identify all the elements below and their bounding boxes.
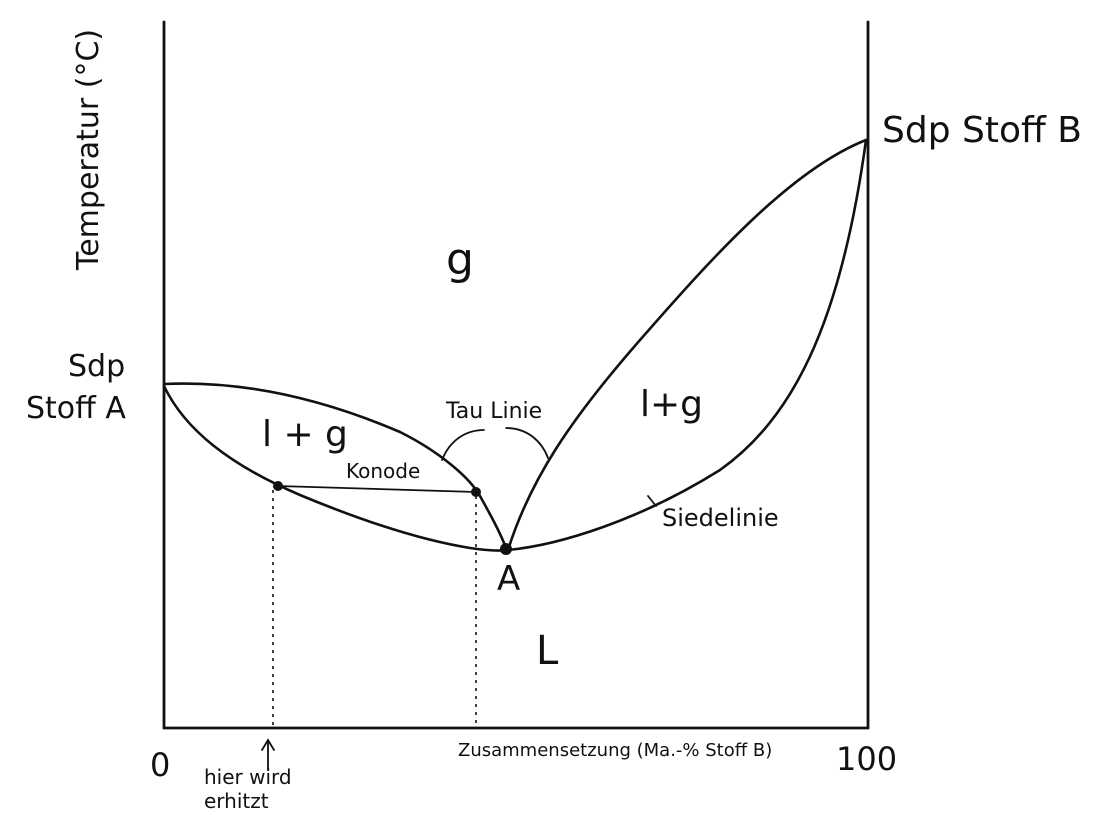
tie-line: [277, 485, 477, 493]
boiling-point-a-line1: Sdp: [68, 349, 125, 384]
dew-line-bracket-left: [441, 429, 485, 461]
dew-line-right: [506, 138, 868, 552]
dew-line-label: Tau Linie: [445, 399, 542, 424]
heating-note-line1: hier wird: [204, 765, 292, 789]
tie-line-label: Konode: [346, 459, 420, 483]
boiling-line-pointer: [647, 495, 657, 507]
region-gas-label: g: [446, 234, 474, 285]
x-tick-0: 0: [150, 746, 170, 784]
region-liquid-label: L: [536, 628, 559, 674]
boiling-point-a-line2: Stoff A: [26, 391, 126, 426]
heating-arrow-head: [261, 738, 275, 751]
x-tick-100: 100: [836, 740, 897, 778]
tie-point-vapor: [471, 487, 481, 497]
heating-note-line2: erhitzt: [204, 789, 269, 813]
boiling-line-left: [162, 384, 510, 552]
boiling-line-right: [506, 138, 868, 552]
tie-point-liquid: [273, 481, 283, 491]
dew-line-bracket-right: [505, 427, 549, 459]
azeotrope-point: [500, 543, 512, 555]
region-two-phase-left-label: l + g: [262, 414, 348, 455]
region-two-phase-right-label: l+g: [640, 384, 703, 425]
x-axis-label: Zusammensetzung (Ma.-% Stoff B): [458, 740, 772, 761]
boiling-line-label: Siedelinie: [662, 504, 779, 532]
azeotrope-label: A: [497, 559, 520, 599]
boiling-point-b-label: Sdp Stoff B: [882, 110, 1082, 151]
dew-line-left: [162, 382, 508, 550]
y-axis-label: Temperatur (°C): [71, 29, 106, 271]
